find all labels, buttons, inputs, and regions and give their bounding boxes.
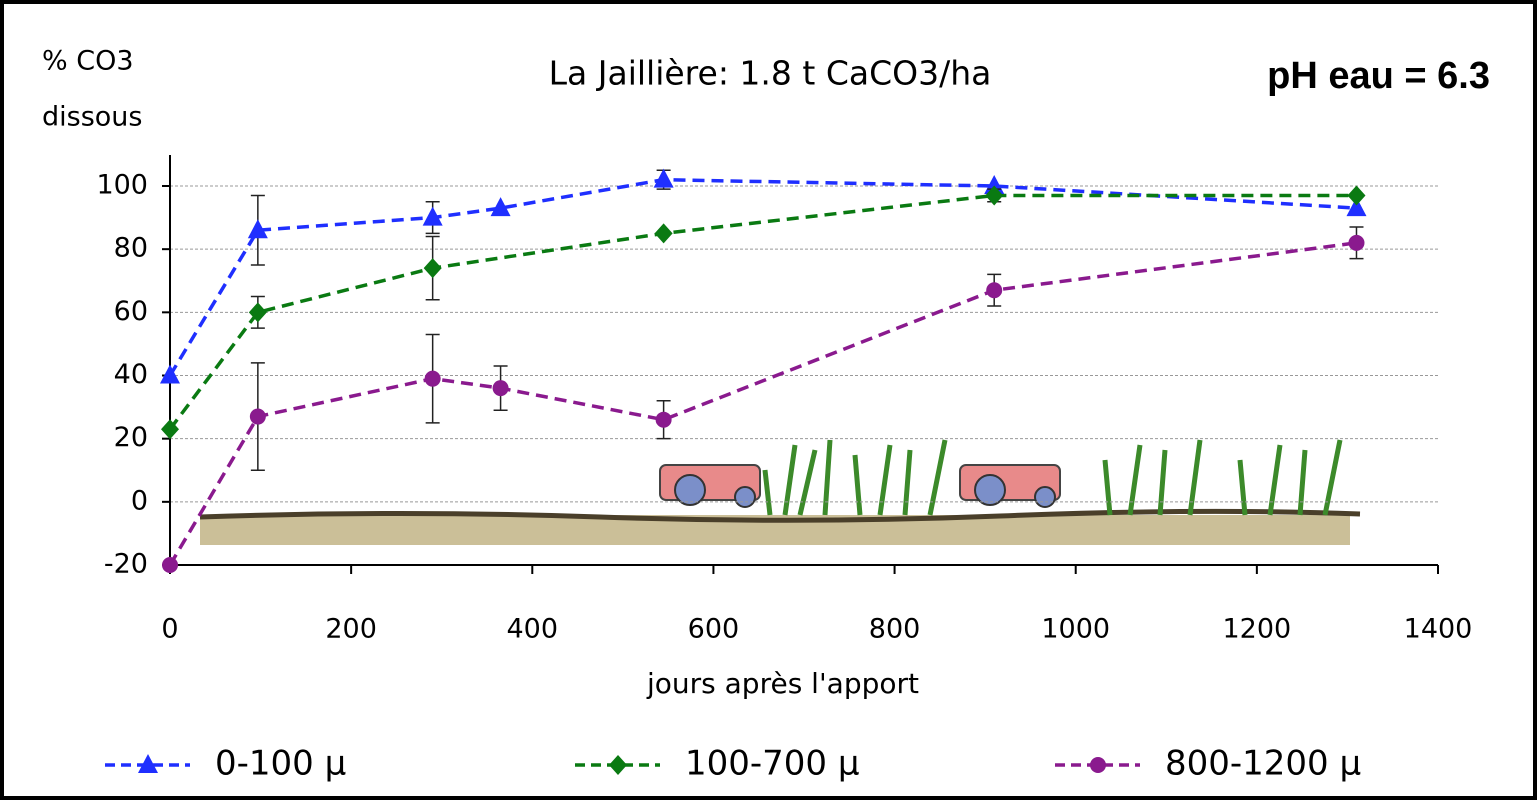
y-axis-label: dissous (42, 102, 142, 133)
x-tick-label: 600 (688, 614, 740, 645)
x-axis-label: jours après l'apport (646, 667, 919, 700)
x-tick-label: 400 (507, 614, 559, 645)
x-tick-label: 800 (869, 614, 921, 645)
legend-marker (1090, 757, 1106, 773)
chart: La Jaillière: 1.8 t CaCO3/ha pH eau = 6.… (0, 0, 1537, 800)
y-tick-label: 80 (114, 233, 148, 264)
marker (250, 409, 266, 425)
marker (656, 412, 672, 428)
x-tick-label: 1200 (1222, 614, 1291, 645)
x-tick-label: 0 (161, 614, 178, 645)
marker (162, 557, 178, 573)
marker (425, 371, 441, 387)
y-tick-label: 0 (131, 485, 148, 516)
y-tick-label: 20 (114, 422, 148, 453)
x-tick-label: 200 (325, 614, 377, 645)
legend-label: 0-100 µ (215, 744, 346, 784)
chart-title: La Jaillière: 1.8 t CaCO3/ha (549, 54, 992, 93)
y-tick-label: 100 (96, 170, 148, 201)
marker (493, 380, 509, 396)
annotation: pH eau = 6.3 (1267, 55, 1490, 97)
page: {"chart_data": {"type": "line", "title":… (0, 0, 1537, 800)
y-tick-label: 60 (114, 296, 148, 327)
marker (986, 282, 1002, 298)
x-tick-label: 1400 (1404, 614, 1473, 645)
y-tick-label: -20 (104, 549, 148, 580)
marker (1348, 235, 1364, 251)
legend-label: 800-1200 µ (1165, 744, 1361, 784)
y-axis-label: % CO3 (42, 46, 134, 77)
legend-label: 100-700 µ (685, 744, 860, 784)
x-tick-label: 1000 (1041, 614, 1110, 645)
y-tick-label: 40 (114, 359, 148, 390)
